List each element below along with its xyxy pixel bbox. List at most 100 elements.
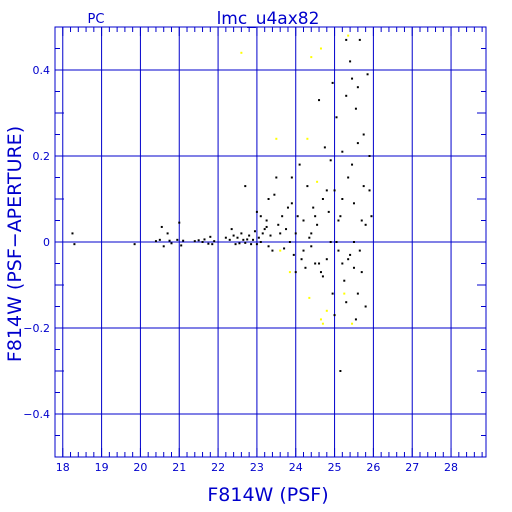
data-point <box>300 258 303 261</box>
data-point <box>331 81 334 84</box>
data-point <box>162 245 165 248</box>
data-point <box>352 241 355 243</box>
data-point <box>298 163 301 166</box>
data-point <box>250 243 253 246</box>
data-point <box>316 223 319 226</box>
tick-labels: 18 19 20 21 22 23 24 25 26 27 28 −0.4 −0.2 0 0.2 0.4 <box>23 64 458 474</box>
x-tick-label: 20 <box>133 461 147 474</box>
data-point <box>331 292 334 295</box>
data-point <box>211 243 214 246</box>
data-point <box>321 322 324 325</box>
data-point <box>368 189 371 192</box>
data-point <box>244 185 247 188</box>
data-point <box>362 185 365 188</box>
data-point <box>154 240 157 243</box>
data-point <box>358 249 361 252</box>
data-point <box>356 86 359 89</box>
data-point <box>257 236 260 239</box>
data-point <box>345 301 348 304</box>
x-tick-label: 19 <box>95 461 109 474</box>
data-point <box>354 107 357 110</box>
data-point <box>325 189 328 192</box>
data-point <box>224 236 227 239</box>
data-point <box>240 51 243 54</box>
plot-frame <box>54 26 487 458</box>
data-point <box>292 253 295 256</box>
data-point <box>318 99 321 102</box>
data-point <box>356 292 359 295</box>
data-point <box>341 262 344 265</box>
data-point <box>304 266 307 269</box>
data-point <box>133 243 136 246</box>
data-point <box>263 228 266 231</box>
data-point <box>314 215 317 218</box>
x-tick-label: 21 <box>172 461 186 474</box>
data-point <box>314 262 317 265</box>
data-point <box>329 159 332 162</box>
data-point <box>339 215 342 218</box>
data-point <box>302 219 305 222</box>
data-point <box>294 271 297 274</box>
data-point <box>73 243 76 246</box>
data-point <box>321 198 324 200</box>
data-point <box>234 243 237 246</box>
data-point <box>255 243 258 246</box>
data-point <box>275 176 278 179</box>
data-point <box>259 215 262 218</box>
data-point <box>269 234 272 237</box>
data-point <box>302 249 305 252</box>
data-point <box>310 232 313 235</box>
data-point <box>335 241 338 243</box>
data-point <box>325 309 328 312</box>
data-point <box>267 245 270 248</box>
data-point <box>308 236 311 239</box>
data-point <box>252 238 255 241</box>
axis-ticks <box>54 26 486 458</box>
data-point <box>265 225 268 228</box>
x-tick-label: 23 <box>250 461 264 474</box>
data-point <box>180 244 183 247</box>
data-point <box>368 155 371 157</box>
data-point <box>294 232 297 235</box>
data-point <box>308 296 311 299</box>
data-point <box>158 238 161 241</box>
data-point <box>349 253 352 256</box>
data-point <box>352 266 355 269</box>
data-point <box>306 137 309 140</box>
data-point <box>362 133 365 136</box>
data-point <box>170 242 173 245</box>
y-tick-label: 0.2 <box>33 150 51 163</box>
data-point <box>246 238 249 241</box>
data-point <box>213 240 216 243</box>
data-point <box>230 228 233 231</box>
x-tick-label: 27 <box>405 461 419 474</box>
data-point <box>337 249 340 252</box>
data-point <box>356 142 359 145</box>
data-point <box>329 241 332 243</box>
data-point <box>354 318 357 321</box>
data-point <box>318 262 321 265</box>
data-point <box>351 163 354 166</box>
data-point <box>281 215 284 218</box>
data-point <box>193 240 196 243</box>
data-point <box>273 193 276 196</box>
data-point <box>283 247 286 250</box>
data-point <box>360 271 363 274</box>
x-axis-label: F814W (PSF) <box>207 484 328 506</box>
data-point <box>166 232 169 235</box>
data-point <box>306 185 309 188</box>
data-point <box>236 236 239 239</box>
data-point <box>244 241 247 244</box>
data-point <box>248 234 251 237</box>
chart-title: lmc_u4ax82 <box>217 9 320 29</box>
data-point <box>364 305 367 308</box>
data-point <box>325 258 328 261</box>
data-point <box>290 176 293 179</box>
corner-label: PC <box>88 12 105 27</box>
data-point <box>364 223 367 226</box>
data-point <box>271 249 274 252</box>
data-point <box>288 241 291 243</box>
y-tick-label: −0.2 <box>23 322 50 335</box>
data-point <box>349 60 352 63</box>
